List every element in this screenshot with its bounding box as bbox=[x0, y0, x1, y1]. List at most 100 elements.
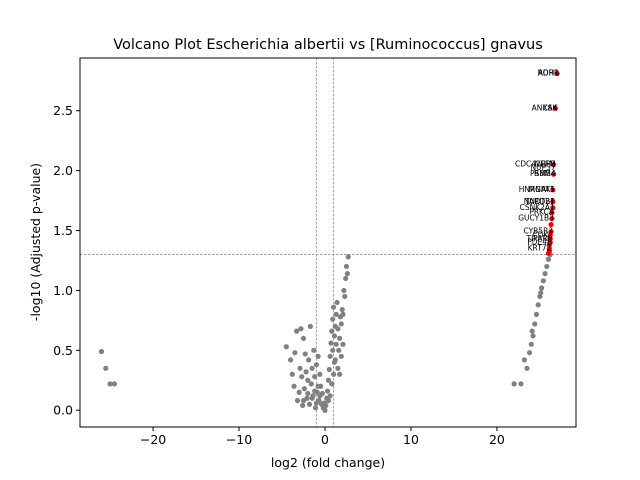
point-annotation: NEFM bbox=[535, 160, 556, 169]
nonsignificant-point bbox=[535, 302, 541, 308]
x-tick-label: 0 bbox=[321, 432, 329, 447]
y-tick-label: 1.0 bbox=[53, 283, 73, 298]
significant-point bbox=[550, 187, 556, 193]
nonsignificant-point bbox=[545, 256, 552, 262]
nonsignificant-point bbox=[335, 326, 341, 332]
nonsignificant-point bbox=[511, 381, 517, 387]
nonsignificant-point bbox=[302, 351, 308, 357]
x-tick-label: −20 bbox=[140, 432, 166, 447]
significant-point bbox=[548, 221, 554, 228]
x-tick-label: 20 bbox=[489, 432, 505, 447]
point-annotation: RBM4 bbox=[534, 169, 556, 178]
nonsignificant-point bbox=[338, 353, 344, 359]
point-annotation: TARDBP bbox=[524, 197, 555, 206]
nonsignificant-point bbox=[98, 348, 105, 355]
nonsignificant-point bbox=[306, 401, 313, 407]
nonsignificant-point bbox=[343, 263, 350, 270]
nonsignificant-point bbox=[103, 365, 109, 371]
point-annotation: PDE4B bbox=[527, 238, 552, 247]
nonsignificant-point bbox=[297, 365, 303, 371]
nonsignificant-point bbox=[336, 347, 342, 353]
nonsignificant-point bbox=[294, 328, 300, 334]
point-annotation: CSK bbox=[542, 103, 558, 112]
nonsignificant-point bbox=[305, 390, 311, 397]
nonsignificant-point bbox=[324, 388, 331, 394]
significant-point bbox=[545, 250, 552, 256]
significant-point bbox=[551, 162, 557, 168]
y-axis-label: -log10 (Adjusted p-value) bbox=[28, 163, 43, 321]
nonsignificant-point bbox=[312, 374, 318, 380]
significant-point bbox=[550, 199, 556, 205]
nonsignificant-point bbox=[298, 326, 304, 332]
nonsignificant-point bbox=[317, 371, 323, 377]
nonsignificant-point bbox=[521, 357, 528, 363]
nonsignificant-point bbox=[312, 388, 318, 394]
nonsignificant-point bbox=[330, 371, 337, 377]
nonsignificant-point bbox=[526, 350, 533, 356]
nonsignificant-point bbox=[339, 306, 345, 313]
point-annotation: ADH1 bbox=[538, 69, 560, 78]
nonsignificant-point bbox=[313, 362, 319, 368]
nonsignificant-point bbox=[300, 335, 307, 341]
nonsignificant-point bbox=[107, 381, 113, 387]
significant-point bbox=[550, 205, 556, 211]
nonsignificant-point bbox=[539, 285, 545, 291]
nonsignificant-point bbox=[326, 366, 332, 373]
point-annotation: CYB5R3 bbox=[523, 227, 553, 236]
nonsignificant-point bbox=[333, 341, 339, 347]
point-annotation: RORB bbox=[538, 69, 559, 78]
nonsignificant-point bbox=[327, 393, 333, 399]
nonsignificant-point bbox=[288, 357, 294, 363]
nonsignificant-point bbox=[337, 371, 343, 377]
nonsignificant-point bbox=[337, 335, 343, 341]
nonsignificant-point bbox=[311, 347, 317, 353]
nonsignificant-point bbox=[111, 381, 117, 387]
nonsignificant-point bbox=[323, 402, 329, 409]
nonsignificant-point bbox=[305, 377, 311, 383]
point-annotation: TIPARP bbox=[526, 234, 553, 243]
point-annotation: MGAT5 bbox=[529, 185, 555, 194]
nonsignificant-point bbox=[309, 365, 315, 371]
nonsignificant-point bbox=[524, 365, 530, 371]
nonsignificant-point bbox=[334, 299, 340, 306]
nonsignificant-point bbox=[300, 402, 306, 409]
nonsignificant-point bbox=[291, 383, 297, 389]
nonsignificant-point bbox=[315, 353, 321, 359]
nonsignificant-point bbox=[338, 321, 344, 327]
nonsignificant-point bbox=[330, 316, 336, 322]
significant-point bbox=[554, 70, 560, 77]
nonsignificant-point bbox=[330, 304, 337, 310]
nonsignificant-point bbox=[300, 398, 307, 404]
x-tick-label: −10 bbox=[226, 432, 252, 447]
nonsignificant-point bbox=[312, 405, 319, 411]
significant-point bbox=[552, 105, 558, 111]
point-annotation: KRT72 bbox=[528, 243, 552, 252]
nonsignificant-point bbox=[331, 359, 338, 365]
significant-point bbox=[546, 242, 552, 248]
nonsignificant-point bbox=[542, 271, 548, 277]
nonsignificant-point bbox=[289, 371, 295, 377]
y-tick-label: 0.0 bbox=[53, 403, 73, 418]
nonsignificant-point bbox=[340, 341, 346, 347]
nonsignificant-point bbox=[335, 365, 341, 371]
nonsignificant-point bbox=[301, 386, 307, 392]
point-annotation: CDC42BPB bbox=[515, 160, 556, 169]
nonsignificant-point bbox=[528, 341, 534, 347]
nonsignificant-point bbox=[294, 398, 301, 404]
point-annotation: NUDT21 bbox=[524, 197, 555, 206]
nonsignificant-point bbox=[308, 381, 314, 387]
x-axis-label: log2 (fold change) bbox=[271, 455, 385, 470]
y-tick-label: 2.5 bbox=[53, 103, 73, 118]
nonsignificant-point bbox=[330, 347, 336, 353]
nonsignificant-point bbox=[333, 311, 339, 317]
point-annotation: CDK2 bbox=[532, 230, 553, 239]
nonsignificant-point bbox=[540, 278, 546, 284]
nonsignificant-point bbox=[327, 353, 333, 359]
significant-point bbox=[549, 215, 555, 222]
nonsignificant-point bbox=[331, 333, 338, 339]
nonsignificant-point bbox=[341, 287, 347, 294]
nonsignificant-point bbox=[538, 290, 544, 296]
nonsignificant-point bbox=[344, 271, 350, 277]
significant-point bbox=[551, 171, 557, 177]
